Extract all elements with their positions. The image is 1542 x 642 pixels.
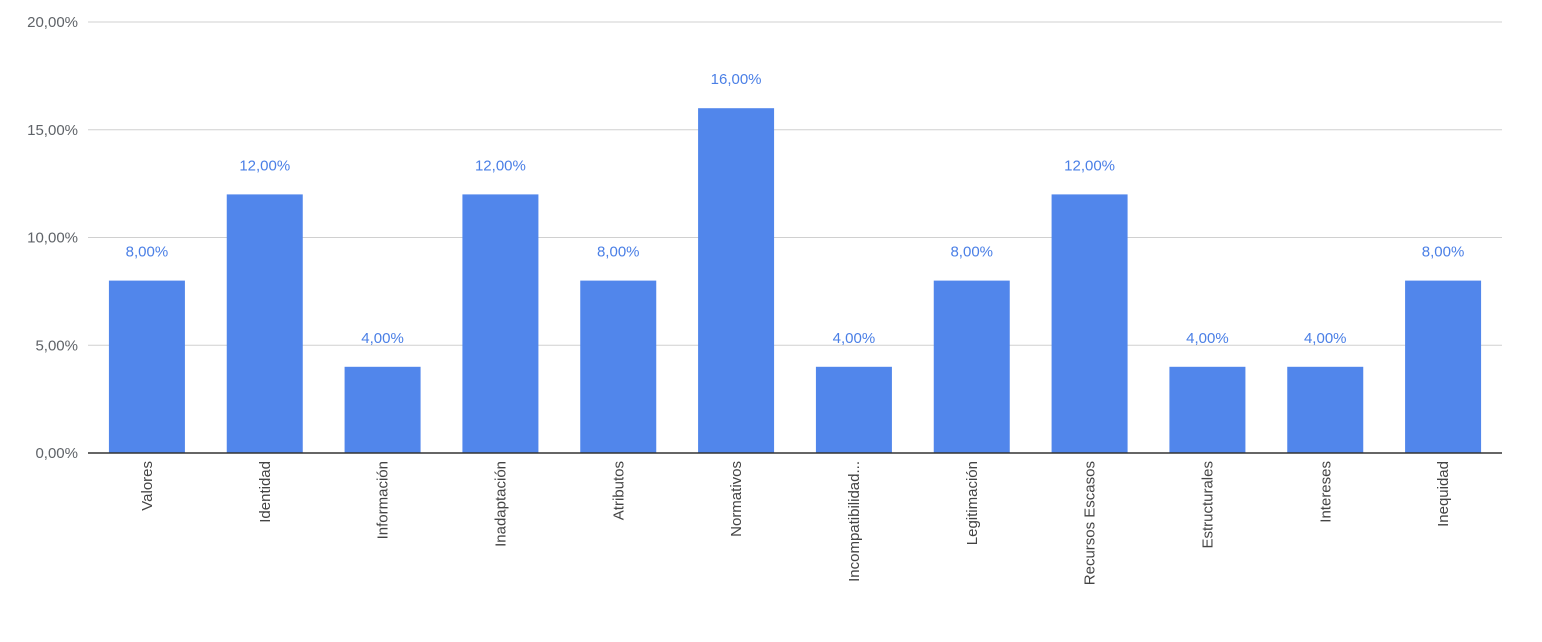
x-tick-label: Identidad: [257, 461, 274, 523]
y-tick-label: 10,00%: [27, 230, 78, 247]
data-label: 8,00%: [126, 244, 169, 261]
bar: [698, 108, 775, 453]
data-label: 4,00%: [1304, 330, 1347, 347]
x-tick-label: Normativos: [728, 461, 745, 537]
gridlines: [88, 21, 1502, 346]
data-labels: 8,00% 12,00% 4,00% 12,00% 8,00% 16,00% 4,00% 8,…: [126, 71, 1465, 347]
bars: [108, 108, 1482, 453]
x-tick-label: Atributos: [610, 461, 627, 520]
bar: [1169, 366, 1246, 453]
data-label: 12,00%: [1064, 157, 1115, 174]
y-tick-label: 15,00%: [27, 122, 78, 139]
bar: [1051, 194, 1128, 453]
data-label: 16,00%: [711, 71, 762, 88]
data-label: 4,00%: [833, 330, 876, 347]
x-tick-label: Inadaptación: [492, 461, 509, 547]
x-tick-label: Valores: [139, 461, 156, 511]
bar: [108, 280, 185, 453]
data-label: 4,00%: [361, 330, 404, 347]
data-label: 12,00%: [239, 157, 290, 174]
data-label: 8,00%: [1422, 244, 1465, 261]
x-tick-label: Estructurales: [1199, 461, 1216, 549]
data-label: 8,00%: [597, 244, 640, 261]
bar: [580, 280, 657, 453]
bar: [344, 366, 421, 453]
data-label: 4,00%: [1186, 330, 1229, 347]
bar: [933, 280, 1010, 453]
x-tick-label: Información: [375, 461, 392, 539]
y-tick-label: 0,00%: [35, 445, 78, 462]
x-tick-label: Inequidad: [1435, 461, 1452, 527]
bar: [462, 194, 539, 453]
y-tick-label: 5,00%: [35, 337, 78, 354]
bar: [226, 194, 303, 453]
x-tick-label: Incompatibilidad...: [846, 461, 863, 582]
x-axis-category-labels: Valores Identidad Información Inadaptación A…: [139, 461, 1452, 585]
data-label: 8,00%: [950, 244, 993, 261]
x-tick-label: Intereses: [1317, 461, 1334, 523]
x-tick-label: Recursos Escasos: [1082, 461, 1099, 585]
bar: [815, 366, 892, 453]
x-tick-label: Legitimación: [964, 461, 981, 545]
bar: [1287, 366, 1364, 453]
data-label: 12,00%: [475, 157, 526, 174]
y-axis-tick-labels: 0,00% 5,00% 10,00% 15,00% 20,00%: [27, 14, 78, 462]
bar: [1405, 280, 1482, 453]
y-tick-label: 20,00%: [27, 14, 78, 31]
